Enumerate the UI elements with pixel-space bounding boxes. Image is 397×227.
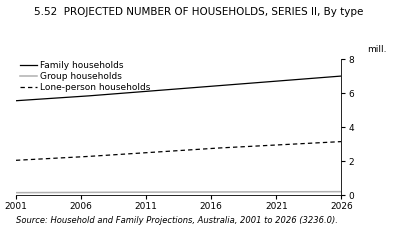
- Text: 5.52  PROJECTED NUMBER OF HOUSEHOLDS, SERIES II, By type: 5.52 PROJECTED NUMBER OF HOUSEHOLDS, SER…: [34, 7, 363, 17]
- Text: mill.: mill.: [368, 45, 387, 54]
- Legend: Family households, Group households, Lone-person households: Family households, Group households, Lon…: [20, 61, 150, 92]
- Text: Source: Household and Family Projections, Australia, 2001 to 2026 (3236.0).: Source: Household and Family Projections…: [16, 216, 338, 225]
